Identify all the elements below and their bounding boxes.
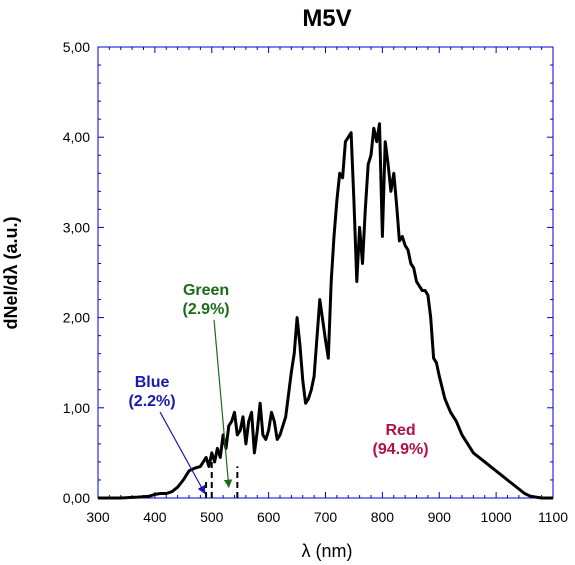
plot-frame xyxy=(97,46,554,499)
annotation-percent-green: (2.9%) xyxy=(183,301,230,318)
y-tick-label: 4,00 xyxy=(63,129,90,145)
tick-labels: 300 400 500 600 700 800 900 1000 1100 0,00 1,00 2,0… xyxy=(63,39,569,525)
y-tick-label: 5,00 xyxy=(63,39,90,55)
annotation-percent-red: (94.9%) xyxy=(373,441,429,458)
annotation-label-green: Green xyxy=(183,282,229,299)
x-tick-label: 1000 xyxy=(481,509,512,525)
x-tick-label: 900 xyxy=(428,509,452,525)
y-tick-label: 1,00 xyxy=(63,400,90,416)
x-axis-label: λ (nm) xyxy=(302,541,353,561)
annotation-arrow-blue xyxy=(159,411,206,495)
series-group xyxy=(98,122,553,500)
x-tick-label: 400 xyxy=(143,509,167,525)
x-tick-label: 300 xyxy=(86,509,110,525)
chart-title: M5V xyxy=(302,5,351,32)
annotation-label-red: Red xyxy=(385,422,415,439)
x-tick-label: 700 xyxy=(314,509,338,525)
x-tick-label: 800 xyxy=(371,509,395,525)
x-tick-label: 1100 xyxy=(538,509,568,525)
annotation-label-blue: Blue xyxy=(135,374,170,391)
annotation-arrow-green xyxy=(213,319,233,489)
x-tick-label: 500 xyxy=(200,509,224,525)
plot-border xyxy=(97,46,554,499)
spectrum-line xyxy=(98,122,553,500)
region-boundaries xyxy=(205,452,239,498)
x-tick-label: 600 xyxy=(257,509,281,525)
y-tick-label: 3,00 xyxy=(63,219,90,235)
y-axis-label: dNel/dλ (a.u.) xyxy=(1,216,21,329)
y-tick-label: 2,00 xyxy=(63,310,90,326)
annotations: Green (2.9%) Blue (2.2%) Red (94.9%) xyxy=(128,282,429,495)
axis-ticks xyxy=(97,46,554,499)
y-tick-label: 0,00 xyxy=(63,490,90,506)
annotation-percent-blue: (2.2%) xyxy=(128,393,175,410)
